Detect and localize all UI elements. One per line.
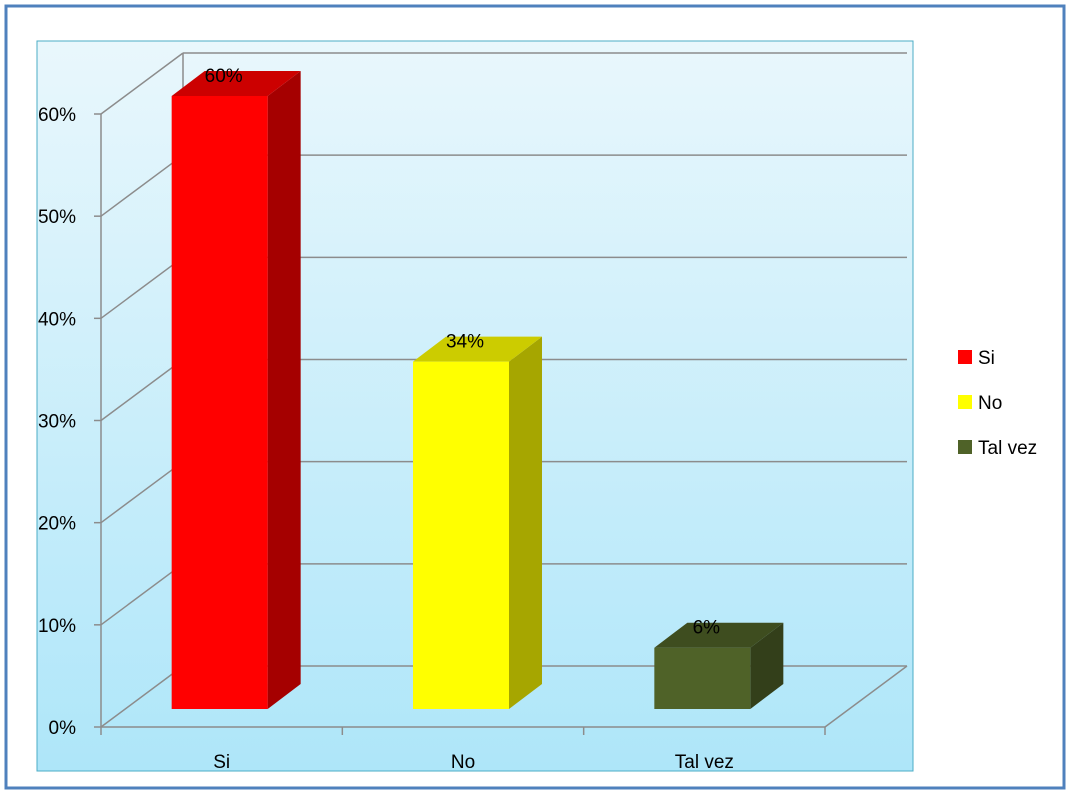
gridline-side-2	[100, 461, 184, 524]
gridline-side-0	[100, 665, 184, 728]
bar-front-1	[413, 361, 509, 709]
y-tick-label-0: 0%	[49, 718, 77, 739]
data-label-2: 6%	[693, 618, 721, 639]
y-tick-label-6: 60%	[38, 105, 76, 126]
bar-2	[654, 622, 784, 709]
legend-label-1: No	[978, 393, 1002, 414]
legend-swatch-0	[958, 350, 972, 364]
y-tick-label-5: 50%	[38, 207, 76, 228]
x-tick-label-1: No	[451, 752, 475, 773]
bar-side-1	[509, 336, 542, 709]
y-tick-label-4: 40%	[38, 309, 76, 330]
data-label-1: 34%	[446, 332, 484, 353]
bar-side-0	[267, 71, 301, 709]
legend-label-2: Tal vez	[978, 438, 1037, 459]
y-tick-label-2: 20%	[38, 514, 76, 535]
labels-layer: 0% 10% 20% 30% 40% 50% 60% 60% Si 34% No 6% Tal vez	[38, 66, 734, 773]
bar-1	[413, 336, 542, 709]
bar-side-2	[750, 622, 784, 709]
y-tick-label-3: 30%	[38, 412, 76, 433]
bar-front-2	[654, 647, 751, 709]
bar-top-0	[171, 71, 301, 96]
gridline-side-6	[100, 52, 184, 115]
bar-0	[171, 71, 301, 709]
y-tick-label-1: 10%	[38, 616, 76, 637]
bar-top-1	[413, 336, 542, 362]
gridline-side-3	[100, 358, 184, 422]
data-label-0: 60%	[205, 66, 243, 87]
bar-top-2	[654, 622, 784, 648]
legend-swatch-1	[958, 395, 972, 409]
bar-front-0	[171, 96, 268, 709]
gridline-side-5	[100, 154, 184, 217]
floor-right-edge	[824, 665, 908, 728]
legend-label-0: Si	[978, 348, 995, 369]
x-tick-label-2: Tal vez	[675, 752, 734, 773]
bars-layer	[171, 71, 784, 709]
x-tick-label-0: Si	[213, 752, 230, 773]
gridline-side-4	[100, 256, 184, 319]
legend-swatch-2	[958, 440, 972, 454]
legend: Si No Tal vez	[958, 348, 1037, 459]
gridline-side-1	[100, 563, 184, 626]
